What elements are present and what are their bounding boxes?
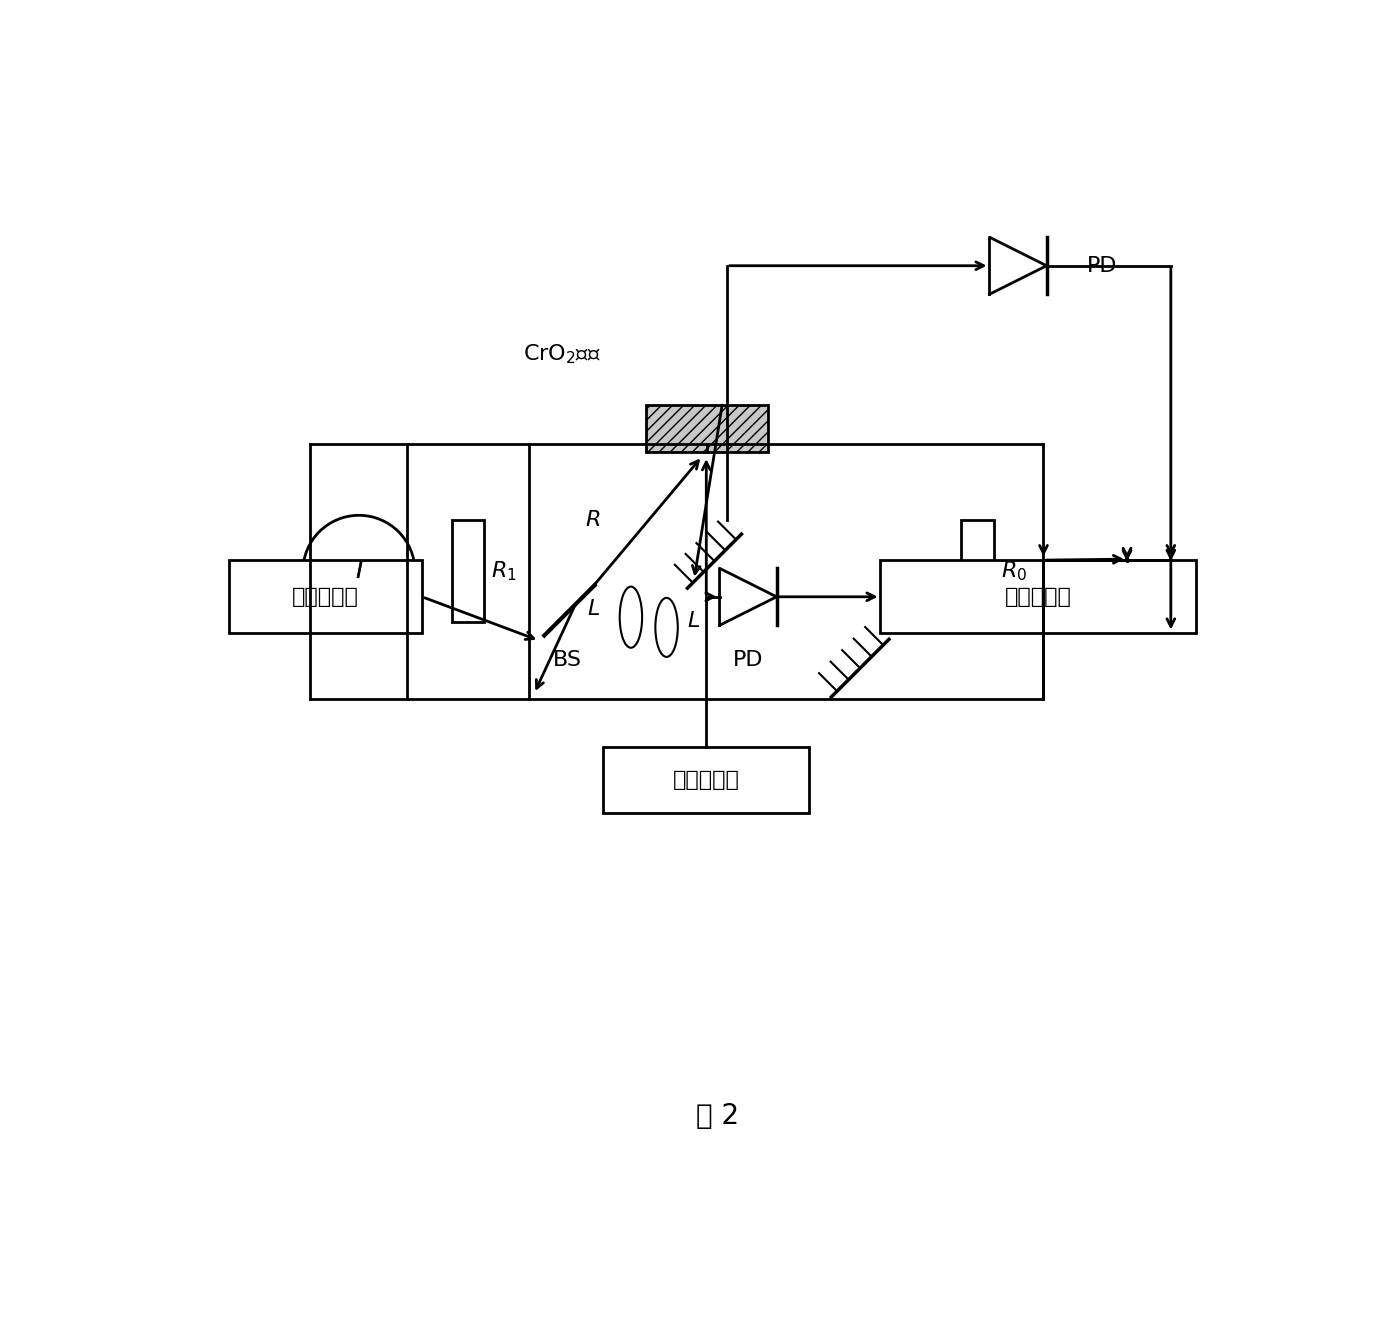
Text: 数字示波器: 数字示波器 <box>1005 587 1072 607</box>
Bar <box>228 560 421 634</box>
Text: $R_1$: $R_1$ <box>491 560 517 583</box>
Text: 染料激光器: 染料激光器 <box>291 587 358 607</box>
Text: $I$: $I$ <box>354 560 363 583</box>
Text: $I$: $I$ <box>354 560 363 583</box>
Text: PD: PD <box>1088 255 1117 275</box>
Text: $L$: $L$ <box>587 599 599 619</box>
Ellipse shape <box>655 598 678 658</box>
Text: 连续激光器: 连续激光器 <box>673 770 739 790</box>
Bar <box>881 560 1196 634</box>
Text: 图 2: 图 2 <box>696 1102 739 1130</box>
Text: $R$: $R$ <box>585 511 599 531</box>
Bar <box>960 520 994 622</box>
Bar <box>603 747 809 814</box>
Ellipse shape <box>620 586 643 648</box>
Bar <box>452 520 484 622</box>
Text: $R_0$: $R_0$ <box>1001 560 1028 583</box>
Text: BS: BS <box>553 650 582 669</box>
Text: CrO$_2$薄膜: CrO$_2$薄膜 <box>522 341 601 365</box>
Bar <box>647 405 769 452</box>
Circle shape <box>302 516 414 627</box>
Text: PD: PD <box>732 650 763 669</box>
Text: $L$: $L$ <box>686 611 700 631</box>
